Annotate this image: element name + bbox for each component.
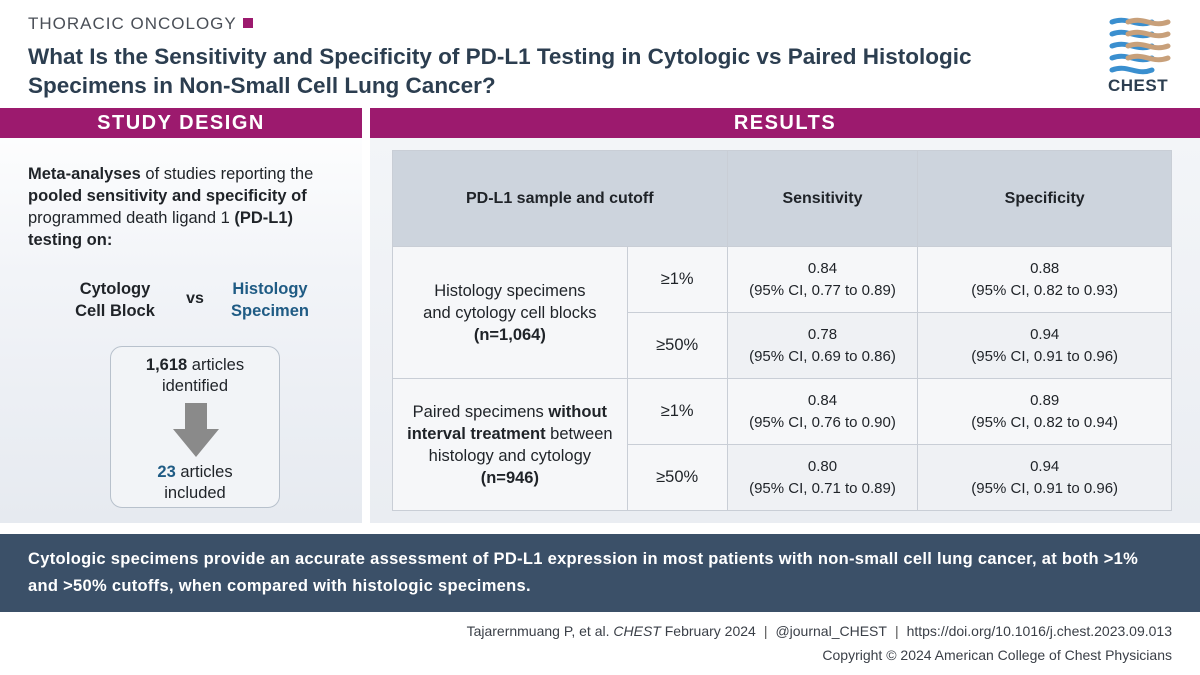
page-title: What Is the Sensitivity and Specificity … [28, 44, 972, 98]
group-2-bold-1: without [548, 402, 608, 421]
study-design-description: Meta-analyses of studies reporting the p… [28, 163, 348, 251]
specificity-ci: (95% CI, 0.82 to 0.93) [971, 281, 1119, 299]
sensitivity-cell: 0.84 (95% CI, 0.76 to 0.90) [726, 378, 919, 445]
identified-text-1: articles [187, 356, 245, 374]
separator: | [894, 623, 899, 639]
sensitivity-value: 0.78 [807, 325, 838, 343]
citation-authors: Tajarernmuang P, et al. [466, 623, 610, 639]
copyright: Copyright © 2024 American College of Che… [822, 647, 1172, 663]
sensitivity-cell: 0.84 (95% CI, 0.77 to 0.89) [726, 246, 919, 313]
doi-link[interactable]: https://doi.org/10.1016/j.chest.2023.09.… [906, 623, 1172, 639]
group-2-bold-2: interval treatment [407, 424, 546, 443]
chest-logo-icon [1109, 17, 1171, 75]
cytology-line-2: Cell Block [75, 302, 155, 320]
table-row: ≥50% 0.78 (95% CI, 0.69 to 0.86) 0.94 (95%… [393, 312, 1172, 379]
cutoff-cell: ≥1% [626, 246, 728, 313]
sensitivity-cell: 0.78 (95% CI, 0.69 to 0.86) [726, 312, 919, 379]
desc-text-1: of studies reporting the [140, 165, 314, 183]
vs-label: vs [186, 290, 204, 307]
identified-count: 1,618 [145, 356, 188, 374]
articles-identified: 1,618 articles identified [111, 355, 279, 397]
article-flow-box: 1,618 articles identified 23 articles in… [110, 346, 280, 508]
citation-journal: CHEST [613, 623, 661, 639]
desc-text-2: programmed death ligand 1 [28, 209, 235, 227]
specificity-ci: (95% CI, 0.91 to 0.96) [971, 479, 1119, 497]
desc-bold-2: pooled sensitivity and specificity of [28, 187, 307, 205]
desc-bold-1: Meta-analyses [28, 165, 141, 183]
included-text-2: included [164, 484, 226, 502]
histology-line-2: Specimen [231, 302, 309, 320]
sensitivity-ci: (95% CI, 0.77 to 0.89) [749, 281, 896, 299]
histology-line-1: Histology [232, 280, 308, 298]
sensitivity-ci: (95% CI, 0.76 to 0.90) [749, 413, 896, 431]
desc-bold-3: (PD-L1) [234, 209, 294, 227]
study-design-heading: STUDY DESIGN [0, 108, 362, 138]
table-row: ≥50% 0.80 (95% CI, 0.71 to 0.89) 0.94 (95%… [393, 444, 1172, 511]
group-1-label: Histology specimens and cytology cell bl… [392, 246, 628, 379]
down-arrow-icon [173, 403, 219, 457]
conclusion-bar: Cytologic specimens provide an accurate … [0, 534, 1200, 612]
twitter-handle[interactable]: @journal_CHEST [775, 623, 887, 639]
citation: Tajarernmuang P, et al. CHEST February 2… [467, 623, 1172, 639]
histology-label: Histology Specimen [215, 278, 325, 322]
citation-date: February 2024 [664, 623, 756, 639]
group-1-n: (n=1,064) [473, 325, 546, 344]
table-row: Paired specimens without interval treatm… [392, 378, 1172, 511]
included-count: 23 [157, 463, 176, 481]
desc-bold-4: testing on: [28, 231, 113, 249]
specificity-cell: 0.89 (95% CI, 0.82 to 0.94) [917, 378, 1172, 445]
specificity-cell: 0.88 (95% CI, 0.82 to 0.93) [917, 246, 1172, 313]
sensitivity-cell: 0.80 (95% CI, 0.71 to 0.89) [726, 444, 919, 511]
section-kicker: THORACIC ONCOLOGY [28, 14, 253, 34]
specificity-cell: 0.94 (95% CI, 0.91 to 0.96) [917, 444, 1172, 511]
cytology-line-1: Cytology [79, 280, 151, 298]
cutoff-cell: ≥50% [626, 444, 728, 511]
sensitivity-ci: (95% CI, 0.69 to 0.86) [749, 347, 896, 365]
column-header-specificity: Specificity [917, 150, 1172, 247]
sensitivity-ci: (95% CI, 0.71 to 0.89) [749, 479, 896, 497]
specificity-value: 0.94 [1030, 325, 1060, 343]
specificity-cell: 0.94 (95% CI, 0.91 to 0.96) [917, 312, 1172, 379]
specificity-ci: (95% CI, 0.91 to 0.96) [971, 347, 1119, 365]
group-2-n: (n=946) [480, 468, 539, 487]
articles-included: 23 articles included [111, 462, 279, 504]
sensitivity-value: 0.80 [807, 457, 838, 475]
table-row: Histology specimens and cytology cell bl… [392, 246, 1172, 379]
kicker-text: THORACIC ONCOLOGY [28, 14, 237, 33]
kicker-square-icon [242, 18, 253, 28]
cutoff-cell: ≥50% [626, 312, 728, 379]
group-2-text-3: histology and cytology [428, 446, 592, 465]
identified-text-2: identified [161, 377, 229, 395]
cytology-label: Cytology Cell Block [60, 278, 170, 322]
specificity-ci: (95% CI, 0.82 to 0.94) [971, 413, 1119, 431]
results-heading: RESULTS [370, 108, 1200, 138]
group-2-text-1: Paired specimens [412, 402, 549, 421]
logo-text: CHEST [1108, 76, 1169, 95]
included-text-1: articles [175, 463, 233, 481]
column-header-sample: PD-L1 sample and cutoff [392, 150, 728, 247]
cutoff-cell: ≥1% [626, 378, 728, 445]
sensitivity-value: 0.84 [807, 259, 838, 277]
specificity-value: 0.89 [1030, 391, 1060, 409]
group-1-line-2: and cytology cell blocks [423, 303, 597, 322]
comparison-row: Cytology Cell Block vs Histology Specimen [60, 278, 340, 328]
specificity-value: 0.88 [1030, 259, 1060, 277]
sensitivity-value: 0.84 [807, 391, 838, 409]
results-table: PD-L1 sample and cutoff Sensitivity Spec… [392, 150, 1172, 511]
group-2-text-2: between [545, 424, 613, 443]
specificity-value: 0.94 [1030, 457, 1060, 475]
separator: | [763, 623, 768, 639]
table-header-row: PD-L1 sample and cutoff Sensitivity Spec… [392, 150, 1172, 247]
column-header-sensitivity: Sensitivity [726, 150, 919, 247]
group-2-label: Paired specimens without interval treatm… [392, 378, 628, 511]
group-1-line-1: Histology specimens [434, 281, 586, 300]
